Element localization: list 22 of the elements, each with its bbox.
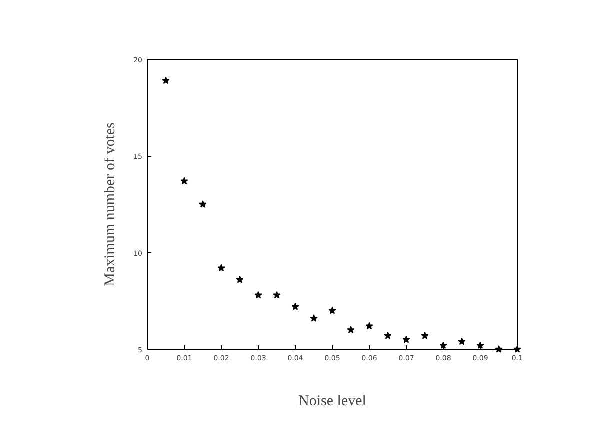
point — [402, 336, 410, 344]
point — [328, 306, 336, 314]
point — [366, 322, 374, 330]
point — [236, 276, 244, 284]
point — [458, 338, 466, 346]
point — [384, 332, 392, 340]
point — [292, 302, 300, 310]
point — [218, 264, 226, 272]
point — [495, 346, 503, 353]
point — [254, 291, 262, 299]
point — [514, 346, 522, 353]
y-axis-title: Maximum number of votes — [102, 122, 119, 286]
point — [476, 342, 484, 349]
point — [162, 76, 170, 84]
point — [347, 326, 355, 334]
point — [199, 200, 207, 208]
point — [310, 314, 318, 322]
point — [273, 291, 281, 299]
point — [440, 342, 448, 349]
point — [421, 332, 429, 340]
point — [180, 177, 188, 185]
x-axis-title: Noise level — [298, 394, 366, 410]
